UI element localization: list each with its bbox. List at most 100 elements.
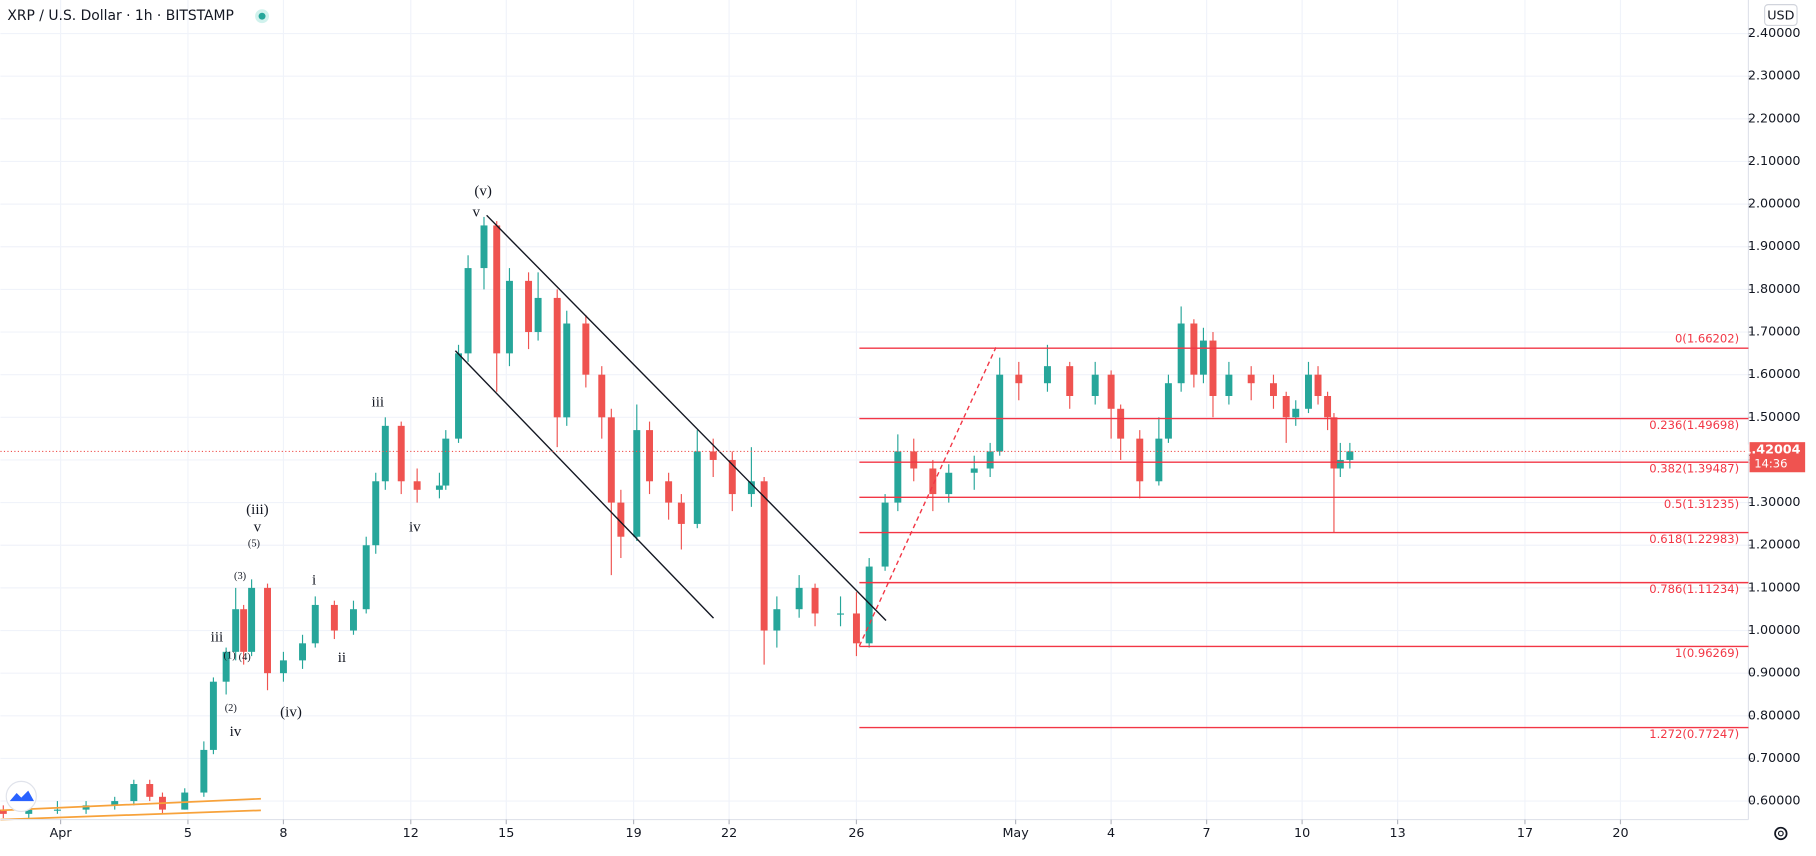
y-tick-label: 1.00000 (1748, 623, 1801, 638)
fib-label: 0.236(1.49698) (1649, 418, 1739, 432)
candle-body (25, 809, 33, 814)
candle-body (1066, 366, 1074, 396)
candle-body (795, 587, 803, 610)
candle-body (200, 749, 208, 793)
candle-body (349, 609, 357, 631)
wave-label: v (254, 519, 262, 535)
fib-trend-line (858, 346, 997, 647)
candle-body (505, 280, 513, 354)
candle-body (747, 481, 755, 495)
candle-body (264, 587, 271, 674)
candle-body (209, 681, 217, 750)
candle-body (240, 609, 248, 652)
x-tick-label: 10 (1294, 826, 1310, 841)
candle-body (773, 609, 781, 631)
plot (0, 216, 1354, 819)
candle-body (455, 353, 462, 439)
candle-body (1247, 374, 1255, 384)
candle-body (222, 651, 230, 682)
candle-body (130, 784, 138, 802)
candle-body (929, 468, 937, 495)
wave-label: ii (338, 650, 346, 666)
candle-body (582, 323, 590, 375)
fib-label: 1.272(0.77247) (1649, 727, 1739, 741)
y-tick-label: 2.30000 (1748, 69, 1801, 84)
candle-body (534, 297, 542, 333)
currency-label[interactable]: USD (1767, 9, 1794, 24)
candle-body (299, 643, 307, 661)
y-tick-label: 1.70000 (1748, 325, 1801, 340)
candle-body (811, 587, 819, 614)
candle-body (607, 417, 615, 503)
y-tick-label: 2.20000 (1748, 111, 1801, 126)
candle-body (1346, 451, 1354, 460)
grid (0, 0, 1749, 820)
wave-label: (iv) (280, 705, 302, 721)
candle-body (1164, 383, 1172, 439)
x-tick-label: 8 (279, 826, 287, 841)
y-tick-label: 0.60000 (1748, 794, 1801, 809)
candle-body (1305, 374, 1312, 409)
y-tick-label: 0.90000 (1748, 666, 1801, 681)
candle-body (1015, 374, 1023, 384)
candle-body (525, 280, 533, 333)
candle-body (1324, 395, 1332, 418)
channel-line (486, 214, 887, 621)
candle-body (493, 225, 501, 354)
x-tick-label: 12 (403, 826, 419, 841)
candle-body (1330, 417, 1338, 469)
candle-body (279, 660, 287, 674)
candle-body (563, 323, 571, 418)
candle-body (435, 485, 443, 490)
candle-body (1269, 383, 1277, 396)
candle-body (677, 502, 685, 524)
y-tick-label: 2.00000 (1748, 197, 1801, 212)
candle-body (53, 809, 61, 811)
candle-body (372, 481, 380, 546)
y-tick-label: 0.70000 (1748, 751, 1801, 766)
candle-body (837, 613, 844, 615)
candle-body (0, 809, 7, 814)
x-tick-label: 17 (1517, 826, 1533, 841)
x-tick-label: 4 (1107, 826, 1115, 841)
candle-body (553, 297, 561, 418)
x-tick-label: 5 (184, 826, 192, 841)
candle-body (760, 481, 768, 631)
candle-body (617, 502, 625, 537)
candle-body (248, 587, 256, 652)
candle-body (1190, 323, 1198, 375)
candle-body (181, 792, 189, 810)
y-tick-label: 1.10000 (1748, 580, 1801, 595)
settings-button[interactable] (1774, 826, 1788, 841)
wave-label: (2) (225, 703, 238, 714)
candle-body (894, 451, 902, 503)
logo (5, 780, 37, 813)
candle-body (1292, 408, 1300, 418)
x-tick-label: 26 (848, 826, 864, 841)
candle-body (633, 430, 641, 537)
wave-label: iii (372, 394, 385, 410)
x-tick-label: 22 (721, 826, 737, 841)
candle-body (330, 604, 338, 631)
trend-line (0, 797, 261, 812)
candle-body (480, 225, 488, 269)
x-tick-label: 20 (1612, 826, 1628, 841)
last-price-tag (1749, 442, 1806, 473)
candle-body (646, 430, 653, 482)
candle-body (728, 459, 736, 495)
candle-body (413, 481, 421, 490)
y-tick-label: 1.90000 (1748, 239, 1801, 254)
wave-label: (4) (239, 652, 252, 663)
wave-label: i (312, 573, 316, 589)
channel-line (454, 350, 715, 619)
fib-label: 0(1.66202) (1675, 331, 1739, 345)
wave-label: iv (409, 519, 421, 535)
candle-body (1282, 395, 1290, 418)
currency-button[interactable] (1764, 4, 1798, 27)
candle-body (1336, 459, 1344, 469)
candle-body (1209, 340, 1217, 396)
fib-label: 1(0.96269) (1675, 646, 1739, 660)
candle-body (598, 374, 606, 418)
